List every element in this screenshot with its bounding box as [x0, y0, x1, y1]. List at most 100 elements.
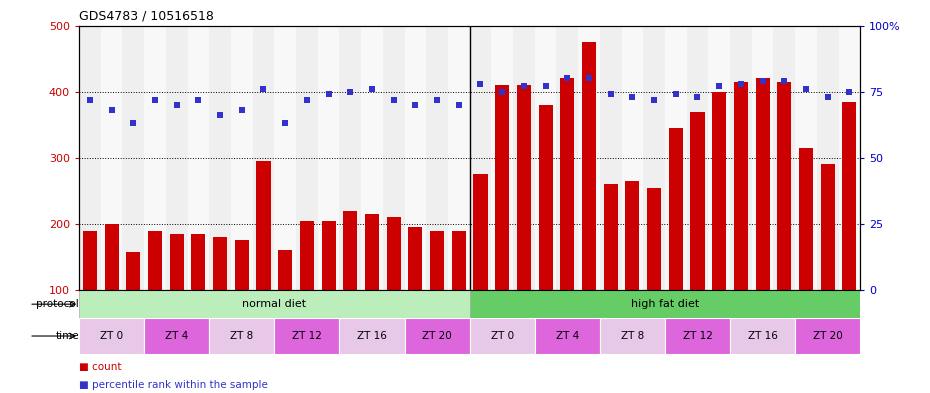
- Bar: [795, 318, 860, 354]
- Bar: [100, 26, 123, 290]
- Bar: [452, 231, 466, 290]
- Bar: [79, 290, 470, 318]
- Point: [842, 88, 857, 95]
- Bar: [299, 220, 314, 290]
- Bar: [538, 105, 552, 290]
- Bar: [839, 26, 860, 290]
- Text: ZT 20: ZT 20: [813, 331, 843, 341]
- Bar: [278, 250, 292, 290]
- Point: [299, 96, 314, 103]
- Point: [256, 86, 271, 92]
- Text: ■ count: ■ count: [79, 362, 122, 373]
- Bar: [192, 234, 206, 290]
- Text: ZT 0: ZT 0: [100, 331, 123, 341]
- Point: [560, 75, 575, 82]
- Bar: [665, 318, 730, 354]
- Bar: [473, 174, 487, 290]
- Bar: [213, 237, 227, 290]
- Text: ZT 0: ZT 0: [491, 331, 513, 341]
- Bar: [470, 318, 535, 354]
- Bar: [712, 92, 726, 290]
- Bar: [817, 26, 839, 290]
- Bar: [408, 227, 422, 290]
- Bar: [322, 220, 336, 290]
- Bar: [709, 26, 730, 290]
- Bar: [426, 26, 448, 290]
- Bar: [148, 231, 162, 290]
- Bar: [755, 79, 770, 290]
- Bar: [625, 181, 640, 290]
- Text: ZT 4: ZT 4: [555, 331, 578, 341]
- Text: ZT 20: ZT 20: [422, 331, 452, 341]
- Bar: [166, 26, 188, 290]
- Bar: [253, 26, 274, 290]
- Point: [538, 83, 553, 90]
- Point: [820, 94, 835, 100]
- Bar: [470, 290, 860, 318]
- Bar: [104, 224, 119, 290]
- Bar: [343, 211, 357, 290]
- Point: [604, 91, 618, 97]
- Bar: [430, 231, 445, 290]
- Bar: [582, 42, 596, 290]
- Bar: [795, 26, 817, 290]
- Point: [711, 83, 726, 90]
- Bar: [209, 26, 231, 290]
- Bar: [234, 241, 249, 290]
- Bar: [144, 318, 209, 354]
- Point: [148, 96, 163, 103]
- Bar: [274, 26, 296, 290]
- Bar: [361, 26, 383, 290]
- Bar: [647, 187, 661, 290]
- Point: [430, 96, 445, 103]
- Point: [191, 96, 206, 103]
- Bar: [730, 318, 795, 354]
- Bar: [405, 26, 426, 290]
- Point: [669, 91, 684, 97]
- Bar: [644, 26, 665, 290]
- Bar: [491, 26, 513, 290]
- Bar: [799, 148, 813, 290]
- Bar: [365, 214, 379, 290]
- Point: [734, 81, 749, 87]
- Point: [83, 96, 98, 103]
- Point: [451, 102, 466, 108]
- Bar: [690, 112, 705, 290]
- Bar: [383, 26, 405, 290]
- Text: normal diet: normal diet: [243, 299, 306, 309]
- Bar: [448, 26, 470, 290]
- Point: [234, 107, 249, 113]
- Point: [343, 88, 358, 95]
- Bar: [604, 184, 618, 290]
- Point: [169, 102, 184, 108]
- Bar: [513, 26, 535, 290]
- Text: ZT 8: ZT 8: [620, 331, 644, 341]
- Bar: [83, 231, 97, 290]
- Text: ZT 8: ZT 8: [230, 331, 253, 341]
- Point: [495, 88, 510, 95]
- Bar: [556, 26, 578, 290]
- Bar: [777, 82, 791, 290]
- Text: ■ percentile rank within the sample: ■ percentile rank within the sample: [79, 380, 268, 390]
- Point: [646, 96, 661, 103]
- Bar: [387, 217, 401, 290]
- Text: ZT 12: ZT 12: [292, 331, 322, 341]
- Text: GDS4783 / 10516518: GDS4783 / 10516518: [79, 10, 214, 23]
- Bar: [209, 318, 274, 354]
- Bar: [257, 161, 271, 290]
- Point: [777, 78, 791, 84]
- Point: [516, 83, 531, 90]
- Bar: [79, 318, 144, 354]
- Point: [278, 120, 293, 127]
- Bar: [296, 26, 318, 290]
- Text: ZT 16: ZT 16: [357, 331, 387, 341]
- Bar: [560, 79, 575, 290]
- Point: [365, 86, 379, 92]
- Point: [755, 78, 770, 84]
- Bar: [578, 26, 600, 290]
- Bar: [665, 26, 686, 290]
- Text: ZT 16: ZT 16: [748, 331, 777, 341]
- Bar: [686, 26, 709, 290]
- Bar: [820, 164, 835, 290]
- Point: [581, 75, 596, 82]
